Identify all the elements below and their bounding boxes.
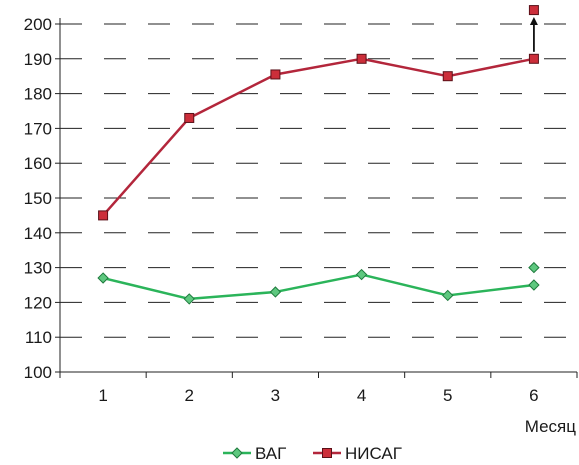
data-point [442, 71, 453, 82]
annotations [529, 17, 538, 52]
x-tick-label: 3 [271, 386, 280, 405]
y-tick-label: 140 [24, 224, 52, 243]
y-tick-label: 160 [24, 154, 52, 173]
data-point [184, 112, 195, 123]
y-tick-label: 170 [24, 119, 52, 138]
data-point [528, 53, 539, 64]
legend-swatch-marker-0 [231, 447, 243, 459]
y-tick-label: 100 [24, 363, 52, 382]
extra-data-point [528, 261, 540, 274]
series [97, 5, 540, 305]
data-point [270, 69, 281, 80]
data-point [528, 279, 540, 291]
data-point [98, 210, 109, 221]
y-tick-label: 150 [24, 189, 52, 208]
data-point [442, 289, 454, 302]
y-tick-label: 190 [24, 50, 52, 69]
series-line-1 [102, 57, 535, 217]
legend: ВАГ НИСАГ [223, 444, 402, 463]
data-point [269, 286, 282, 298]
y-tick-label: 120 [24, 293, 52, 312]
legend-label-0: ВАГ [255, 444, 286, 463]
axes: 100 110 120 130 140 150 160 170 180 190 200 1 2 3 4 5 6 [24, 15, 578, 405]
x-tick-label: 5 [443, 386, 452, 405]
y-tick-label: 200 [24, 15, 52, 34]
legend-label-1: НИСАГ [345, 444, 402, 463]
y-tick-label: 130 [24, 259, 52, 278]
x-tick-label: 2 [185, 386, 194, 405]
series-line-0 [102, 273, 535, 301]
data-point [356, 53, 367, 64]
x-tick-label: 4 [357, 386, 366, 405]
x-tick-label: 6 [529, 386, 538, 405]
data-point [97, 272, 109, 284]
data-point [183, 293, 195, 305]
y-tick-label: 180 [24, 85, 52, 104]
extra-data-point [528, 5, 539, 16]
x-tick-label: 1 [98, 386, 107, 405]
legend-swatch-marker-1 [322, 448, 332, 458]
y-tick-label: 110 [25, 328, 52, 347]
x-axis-label: Месяц [525, 417, 577, 436]
arrow-head [529, 17, 538, 26]
data-point [355, 268, 368, 281]
